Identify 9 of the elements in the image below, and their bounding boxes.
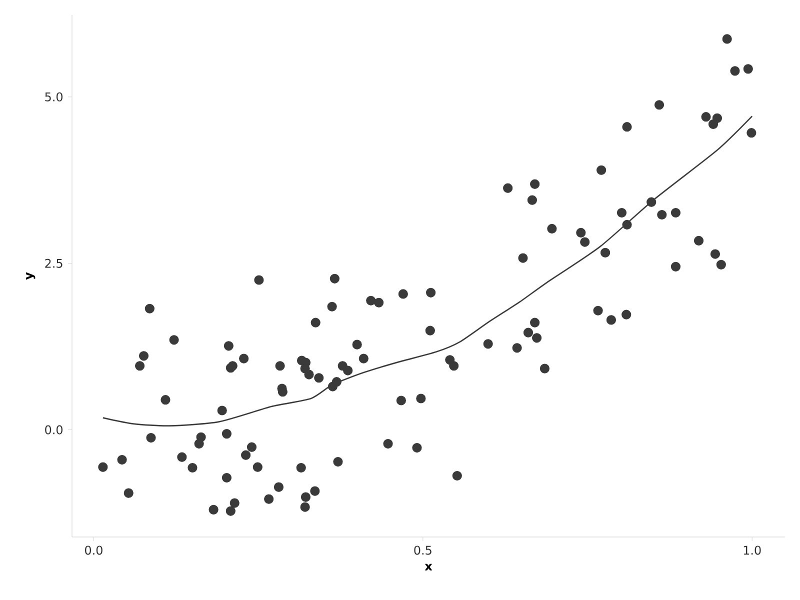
y-axis-title: y — [26, 272, 36, 280]
y-tick-label: 2.5 — [45, 258, 62, 268]
x-tick-label: 0.0 — [85, 546, 102, 555]
x-tick-label: 0.5 — [414, 546, 432, 555]
y-tick-label: 5.0 — [45, 92, 63, 102]
y-tick-label: 0.0 — [45, 425, 63, 434]
x-axis-title: x — [424, 564, 432, 570]
line-series — [102, 116, 753, 426]
x-tick-label: 1.0 — [744, 546, 761, 555]
